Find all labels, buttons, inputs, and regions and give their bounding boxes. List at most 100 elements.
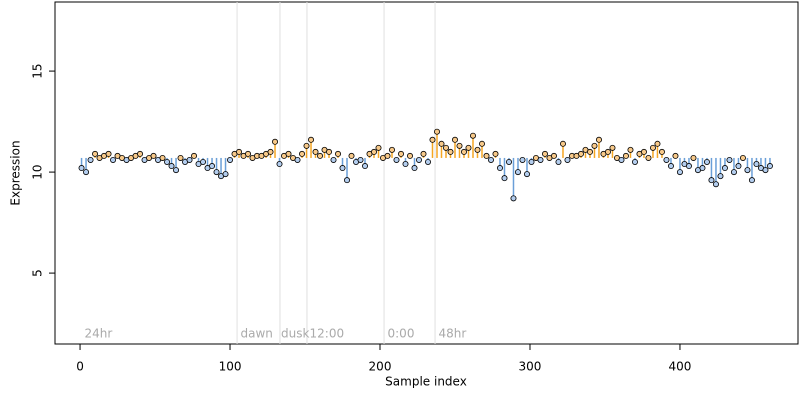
point	[438, 140, 445, 147]
point	[658, 148, 665, 155]
point	[735, 163, 742, 170]
point	[744, 167, 751, 174]
point	[398, 150, 405, 157]
point	[78, 165, 85, 172]
point	[487, 156, 494, 163]
point	[168, 163, 175, 170]
point	[627, 146, 634, 153]
point	[416, 156, 423, 163]
point	[739, 154, 746, 161]
point	[150, 152, 157, 159]
point	[667, 163, 674, 170]
point	[748, 177, 755, 184]
point	[595, 136, 602, 143]
point	[420, 150, 427, 157]
point	[703, 158, 710, 165]
point	[456, 142, 463, 149]
point	[191, 152, 198, 159]
point	[672, 152, 679, 159]
annotation: 24hr	[85, 327, 113, 341]
point	[730, 169, 737, 176]
point	[407, 152, 414, 159]
point	[303, 142, 310, 149]
point	[245, 150, 252, 157]
point	[505, 158, 512, 165]
point	[92, 150, 99, 157]
plot-box	[54, 1, 799, 345]
point	[478, 140, 485, 147]
point	[591, 142, 598, 149]
point	[308, 136, 315, 143]
point	[550, 152, 557, 159]
point	[721, 165, 728, 172]
point	[469, 132, 476, 139]
point	[609, 144, 616, 151]
point	[362, 163, 369, 170]
point	[433, 128, 440, 135]
point	[663, 156, 670, 163]
point	[222, 171, 229, 178]
point	[294, 156, 301, 163]
point	[510, 195, 517, 202]
point	[762, 167, 769, 174]
point	[357, 156, 364, 163]
point	[272, 138, 279, 145]
point	[519, 156, 526, 163]
point	[371, 148, 378, 155]
point	[424, 158, 431, 165]
point	[559, 140, 566, 147]
point	[631, 158, 638, 165]
point	[451, 136, 458, 143]
point	[285, 150, 292, 157]
point	[514, 169, 521, 176]
point	[649, 144, 656, 151]
point	[83, 169, 90, 176]
point	[348, 152, 355, 159]
point	[276, 161, 283, 168]
point	[640, 148, 647, 155]
point	[177, 154, 184, 161]
point	[465, 144, 472, 151]
point	[429, 136, 436, 143]
point	[622, 152, 629, 159]
y-tick-label: 10	[31, 164, 45, 179]
point	[227, 156, 234, 163]
point	[685, 163, 692, 170]
annotation: 0:00	[388, 327, 415, 341]
point	[330, 156, 337, 163]
point	[87, 156, 94, 163]
point	[708, 177, 715, 184]
point	[699, 165, 706, 172]
point	[110, 156, 117, 163]
point	[186, 156, 193, 163]
point	[326, 148, 333, 155]
point	[173, 167, 180, 174]
point	[474, 146, 481, 153]
point	[564, 156, 571, 163]
point	[317, 152, 324, 159]
point	[213, 169, 220, 176]
point	[299, 150, 306, 157]
point	[105, 150, 112, 157]
point	[339, 165, 346, 172]
point	[555, 158, 562, 165]
point	[267, 148, 274, 155]
x-tick-label: 200	[369, 360, 392, 374]
point	[766, 163, 773, 170]
point	[586, 148, 593, 155]
point	[402, 161, 409, 168]
point	[137, 150, 144, 157]
x-tick-label: 400	[669, 360, 692, 374]
x-tick-label: 300	[519, 360, 542, 374]
point	[717, 173, 724, 180]
x-tick-label: 100	[219, 360, 242, 374]
point	[726, 156, 733, 163]
point	[645, 154, 652, 161]
point	[496, 165, 503, 172]
point	[654, 140, 661, 147]
point	[236, 148, 243, 155]
point	[618, 156, 625, 163]
point	[492, 150, 499, 157]
point	[537, 156, 544, 163]
